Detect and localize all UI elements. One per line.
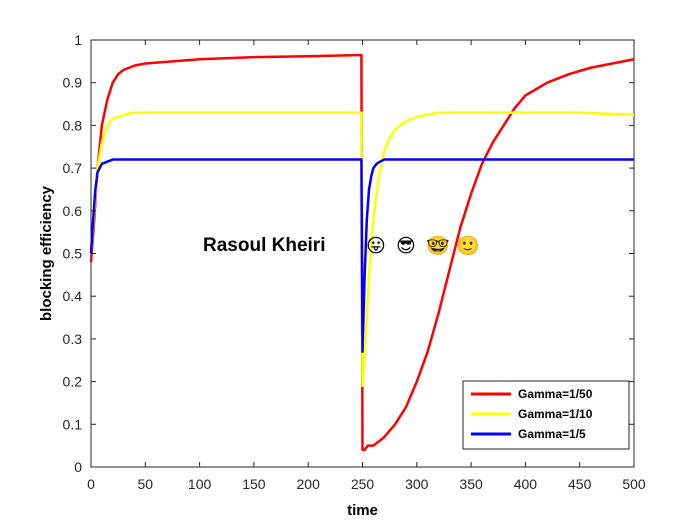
annotation-emoji-4: 🙂 — [456, 235, 480, 257]
x-tick-label: 150 — [242, 476, 266, 492]
x-tick-label: 500 — [622, 476, 646, 492]
annotation-emoji-1: 😛 — [366, 235, 386, 257]
y-tick-label: 0.4 — [63, 288, 83, 304]
series-layer — [89, 53, 635, 452]
x-tick-label: 0 — [87, 476, 95, 492]
x-tick-label: 350 — [459, 476, 483, 492]
y-tick-label: 1 — [74, 32, 82, 48]
y-tick-label: 0 — [74, 459, 82, 475]
x-tick-label: 50 — [138, 476, 154, 492]
legend: Gamma=1/50 Gamma=1/10 Gamma=1/5 — [462, 380, 630, 450]
annotation-text: Rasoul Kheiri — [203, 235, 325, 256]
annotation-emoji-2: 😎 — [396, 235, 416, 257]
series-line-3 — [89, 158, 634, 353]
x-tick-label: 200 — [297, 476, 321, 492]
series-line-1 — [89, 53, 635, 452]
y-tick-label: 0.1 — [63, 416, 83, 432]
x-tick-label: 400 — [514, 476, 538, 492]
x-axis-label: time — [347, 502, 378, 519]
y-tick-label: 0.7 — [63, 160, 83, 176]
legend-label-gamma-1-5: Gamma=1/5 — [518, 427, 586, 441]
annotation-emoji-3: 🤓 — [426, 235, 450, 257]
y-tick-label: 0.6 — [63, 203, 83, 219]
x-tick-label: 100 — [188, 476, 212, 492]
series-line-2 — [89, 111, 635, 388]
legend-label-gamma-1-10: Gamma=1/10 — [518, 407, 593, 421]
x-tick-label: 450 — [568, 476, 592, 492]
x-tick-label: 250 — [351, 476, 375, 492]
tick-layer: 0 50 100 150 200 250 300 350 400 450 500 0 0.1 0.2 0.3… — [63, 32, 646, 492]
y-tick-label: 0.9 — [63, 75, 83, 91]
y-tick-label: 0.5 — [63, 246, 83, 262]
x-tick-label: 300 — [405, 476, 429, 492]
y-tick-label: 0.3 — [63, 331, 83, 347]
y-tick-label: 0.2 — [63, 374, 83, 390]
legend-label-gamma-1-50: Gamma=1/50 — [518, 387, 593, 401]
y-axis-label: blocking efficiency — [38, 185, 55, 321]
y-tick-label: 0.8 — [63, 117, 83, 133]
annotation: Rasoul Kheiri 😛 😎 🤓 🙂 — [203, 235, 480, 257]
